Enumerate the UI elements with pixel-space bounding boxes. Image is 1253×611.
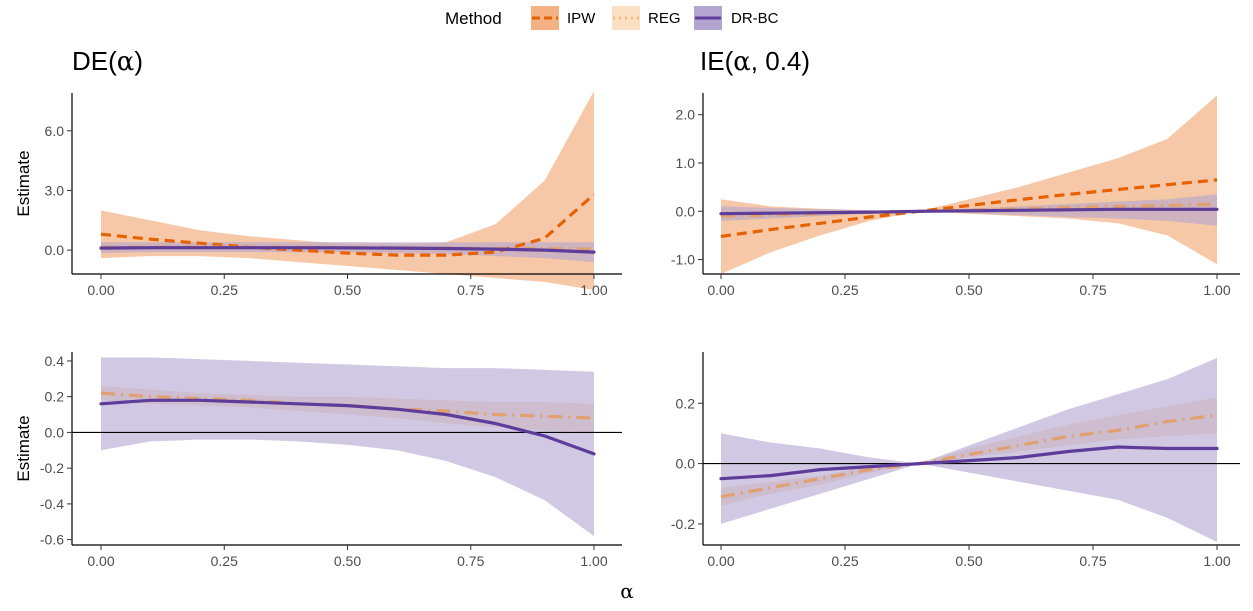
panel-de-top: 0.00 0.25 0.50 0.75 1.00 0.0 3.0 6.0 Estimate [14, 91, 622, 298]
x-tick-label: 0.75 [457, 282, 484, 298]
x-tick-label: 0.00 [707, 282, 734, 298]
title-ie: IE(α, 0.4) [700, 46, 810, 77]
x-tick-label: 1.00 [1203, 282, 1230, 298]
y-tick-label: 1.0 [676, 155, 696, 171]
series-line-drbc [99, 246, 596, 254]
series-line-ipw [720, 178, 1218, 238]
panel-de-bottom: 0.00 0.25 0.50 0.75 1.00 -0.6 -0.4 -0.2 0.0 0.2 0.… [14, 352, 622, 569]
legend-item-drbc: DR-BC [694, 6, 779, 30]
y-tick-label: -0.2 [671, 516, 695, 532]
y-tick-label: 0.2 [45, 389, 65, 405]
series-line-drbc [99, 398, 596, 456]
band-ipw [721, 95, 1217, 275]
y-axis-label: Estimate [14, 415, 33, 481]
y-tick-label: 0.0 [45, 424, 65, 440]
x-tick-label: 1.00 [1203, 553, 1230, 569]
legend-title: Method [445, 9, 502, 28]
x-tick-label: 0.75 [1079, 553, 1106, 569]
y-tick-label: 0.0 [676, 203, 696, 219]
y-tick-label: -1.0 [671, 252, 695, 268]
x-tick-label: 0.25 [211, 282, 238, 298]
band-drbc [721, 358, 1217, 542]
series-line-drbc [719, 445, 1219, 481]
x-tick-label: 0.25 [831, 553, 858, 569]
legend-label-ipw: IPW [567, 10, 596, 27]
y-tick-label: 0.0 [45, 242, 65, 258]
y-tick-label: -0.2 [40, 460, 64, 476]
series-line-reg [720, 202, 1218, 218]
panel-ie-top: 0.00 0.25 0.50 0.75 1.00 -1.0 0.0 1.0 2.0 [671, 93, 1240, 298]
x-tick-label: 0.50 [334, 553, 361, 569]
series-line-ipw [100, 193, 596, 257]
x-tick-label: 0.75 [1079, 282, 1106, 298]
x-tick-label: 0.00 [87, 282, 114, 298]
y-tick-label: -0.6 [40, 532, 64, 548]
legend-label-reg: REG [648, 10, 681, 27]
band-ipw [101, 91, 594, 290]
x-tick-label: 0.50 [955, 553, 982, 569]
y-tick-label: 0.4 [45, 353, 65, 369]
panel-ie-bottom: 0.00 0.25 0.50 0.75 1.00 -0.2 0.0 0.2 [671, 352, 1240, 569]
y-tick-label: 6.0 [45, 123, 65, 139]
legend-item-ipw: IPW [531, 6, 596, 30]
x-tick-label: 0.50 [334, 282, 361, 298]
y-tick-label: 3.0 [45, 182, 65, 198]
x-tick-label: 1.00 [580, 553, 607, 569]
y-tick-label: -0.4 [40, 496, 64, 512]
title-de: DE(α) [72, 46, 143, 77]
y-tick-label: 0.2 [676, 395, 696, 411]
legend-item-reg: REG [612, 6, 681, 30]
x-tick-label: 0.25 [211, 553, 238, 569]
x-axis-label: α [620, 579, 634, 603]
series-line-drbc [719, 207, 1219, 216]
x-tick-label: 0.75 [457, 553, 484, 569]
band-drbc [101, 357, 594, 537]
y-axis-label: Estimate [14, 150, 33, 216]
x-tick-label: 0.25 [831, 282, 858, 298]
x-tick-label: 0.50 [955, 282, 982, 298]
x-tick-label: 0.00 [707, 553, 734, 569]
x-tick-label: 0.00 [87, 553, 114, 569]
legend: Method IPW REG DR-BC [445, 6, 779, 30]
y-tick-label: 2.0 [676, 107, 696, 123]
legend-label-drbc: DR-BC [731, 10, 779, 27]
y-tick-label: 0.0 [676, 456, 696, 472]
series-line-reg [720, 413, 1218, 499]
x-tick-label: 1.00 [580, 282, 607, 298]
